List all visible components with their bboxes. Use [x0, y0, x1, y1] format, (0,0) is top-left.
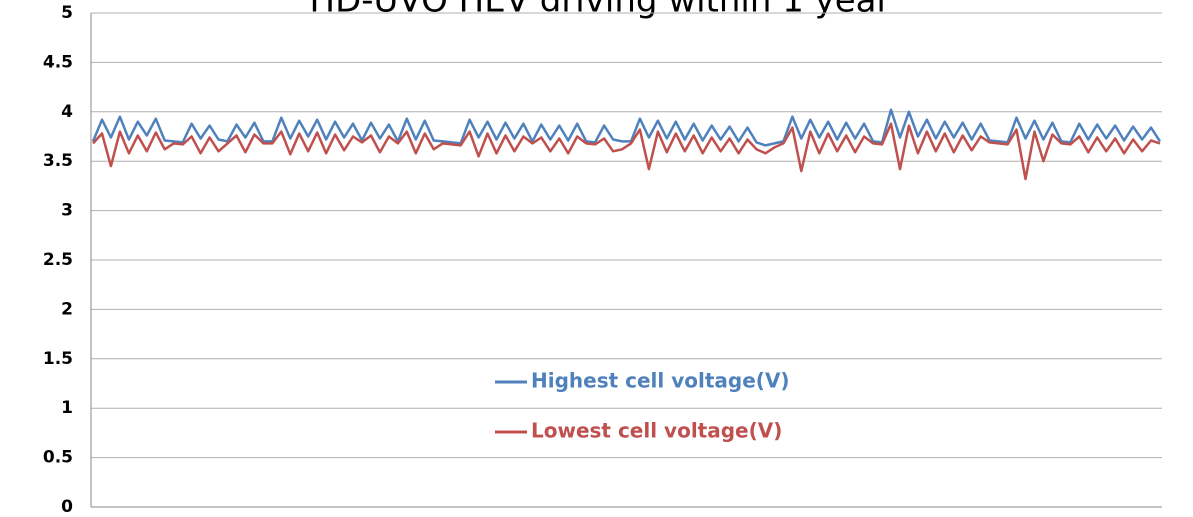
y-tick-label: 1	[61, 398, 73, 418]
legend-label: Highest cell voltage(V)	[531, 369, 790, 393]
y-tick-label: 1.5	[43, 349, 73, 369]
y-tick-label: 5	[61, 3, 73, 23]
y-tick-label: 4.5	[43, 52, 73, 72]
y-tick-label: 4	[61, 102, 73, 122]
series-line	[92, 122, 1161, 181]
legend-label: Lowest cell voltage(V)	[531, 419, 782, 443]
y-tick-label: 2	[61, 299, 73, 319]
y-tick-label: 0.5	[43, 448, 73, 468]
y-tick-label: 3	[61, 201, 73, 221]
y-tick-label: 2.5	[43, 250, 73, 270]
y-tick-label: 3.5	[43, 151, 73, 171]
y-tick-label: 0	[61, 497, 73, 517]
chart-title: HD-UVO HEV driving within 1 year	[310, 0, 891, 21]
series-line	[91, 108, 1162, 147]
